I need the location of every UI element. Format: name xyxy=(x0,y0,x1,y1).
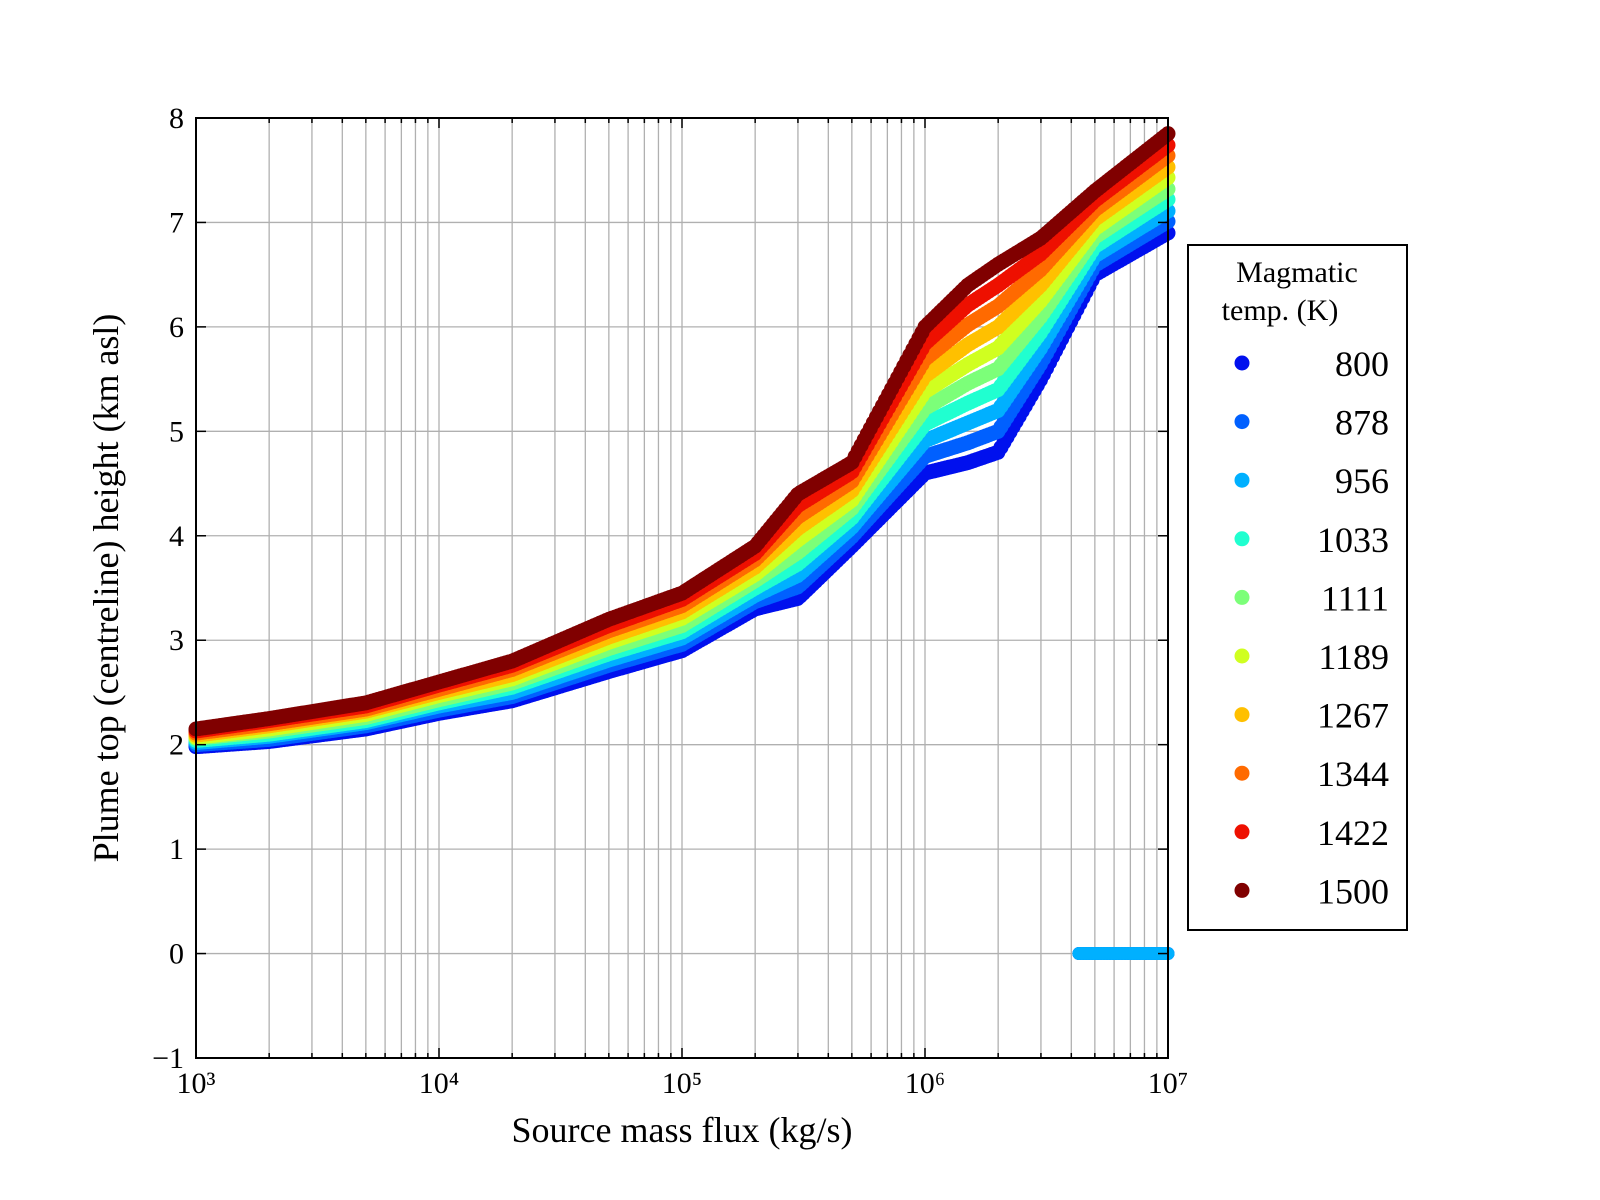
y-tick-label: 4 xyxy=(169,520,184,553)
legend-label: 1111 xyxy=(1321,578,1389,618)
data-points xyxy=(188,126,1176,961)
legend-label: 800 xyxy=(1335,344,1389,384)
y-tick-label: 8 xyxy=(169,102,184,135)
y-tick-label: 2 xyxy=(169,729,184,762)
x-tick-label: 10⁴ xyxy=(419,1067,459,1100)
y-tick-label: 3 xyxy=(169,624,184,657)
x-tick-label: 10³ xyxy=(177,1067,216,1100)
zero-branch-points xyxy=(1072,947,1175,961)
legend-marker xyxy=(1234,589,1250,605)
legend-entry-1344: 1344 xyxy=(1234,754,1389,794)
legend-label: 1344 xyxy=(1317,754,1389,794)
y-tick-label: 5 xyxy=(169,415,184,448)
legend-entry-878: 878 xyxy=(1234,403,1389,443)
y-axis-title: Plume top (centreline) height (km asl) xyxy=(86,314,126,863)
legend-marker xyxy=(1234,707,1250,723)
x-tick-label: 10⁷ xyxy=(1148,1067,1188,1100)
legend-title-line1: Magmatic xyxy=(1236,256,1358,289)
grid-lines xyxy=(195,117,1168,1059)
legend-entry-1422: 1422 xyxy=(1234,813,1389,853)
legend-marker xyxy=(1234,765,1250,781)
legend: Magmatic temp. (K) 800 878 956 1033 1111 1189… xyxy=(1187,244,1408,931)
y-tick-label: 1 xyxy=(169,833,184,866)
axis-ticks: −1 0 1 2 3 4 5 6 7 8 10³ 10⁴ 10⁵ 10⁶ 10⁷ xyxy=(152,102,1188,1100)
legend-entry-1033: 1033 xyxy=(1234,520,1389,560)
legend-entry-1267: 1267 xyxy=(1234,696,1389,736)
legend-marker xyxy=(1234,472,1250,488)
legend-marker xyxy=(1234,414,1250,430)
legend-marker xyxy=(1234,824,1250,840)
legend-entry-1111: 1111 xyxy=(1234,578,1389,618)
legend-entry-1189: 1189 xyxy=(1234,637,1389,677)
y-tick-label: −1 xyxy=(152,1042,184,1075)
legend-marker xyxy=(1234,882,1250,898)
legend-label: 878 xyxy=(1335,403,1389,443)
legend-marker xyxy=(1234,355,1250,371)
legend-label: 1422 xyxy=(1317,813,1389,853)
y-tick-label: 0 xyxy=(169,938,184,971)
legend-label: 1033 xyxy=(1317,520,1389,560)
y-tick-label: 6 xyxy=(169,311,184,344)
legend-entry-1500: 1500 xyxy=(1234,871,1389,911)
legend-marker xyxy=(1234,531,1250,547)
x-tick-label: 10⁶ xyxy=(905,1067,945,1100)
x-axis-title: Source mass flux (kg/s) xyxy=(512,1110,853,1150)
legend-label: 956 xyxy=(1335,461,1389,501)
legend-box xyxy=(1187,244,1408,931)
y-tick-label: 7 xyxy=(169,206,184,239)
legend-label: 1189 xyxy=(1318,637,1389,677)
legend-label: 1500 xyxy=(1317,871,1389,911)
legend-label: 1267 xyxy=(1317,696,1389,736)
legend-entry-800: 800 xyxy=(1234,344,1389,384)
series-1500 xyxy=(188,126,1176,737)
legend-marker xyxy=(1234,648,1250,664)
legend-title-line2: temp. (K) xyxy=(1222,294,1339,327)
legend-entry-956: 956 xyxy=(1234,461,1389,501)
x-tick-label: 10⁵ xyxy=(662,1067,702,1100)
